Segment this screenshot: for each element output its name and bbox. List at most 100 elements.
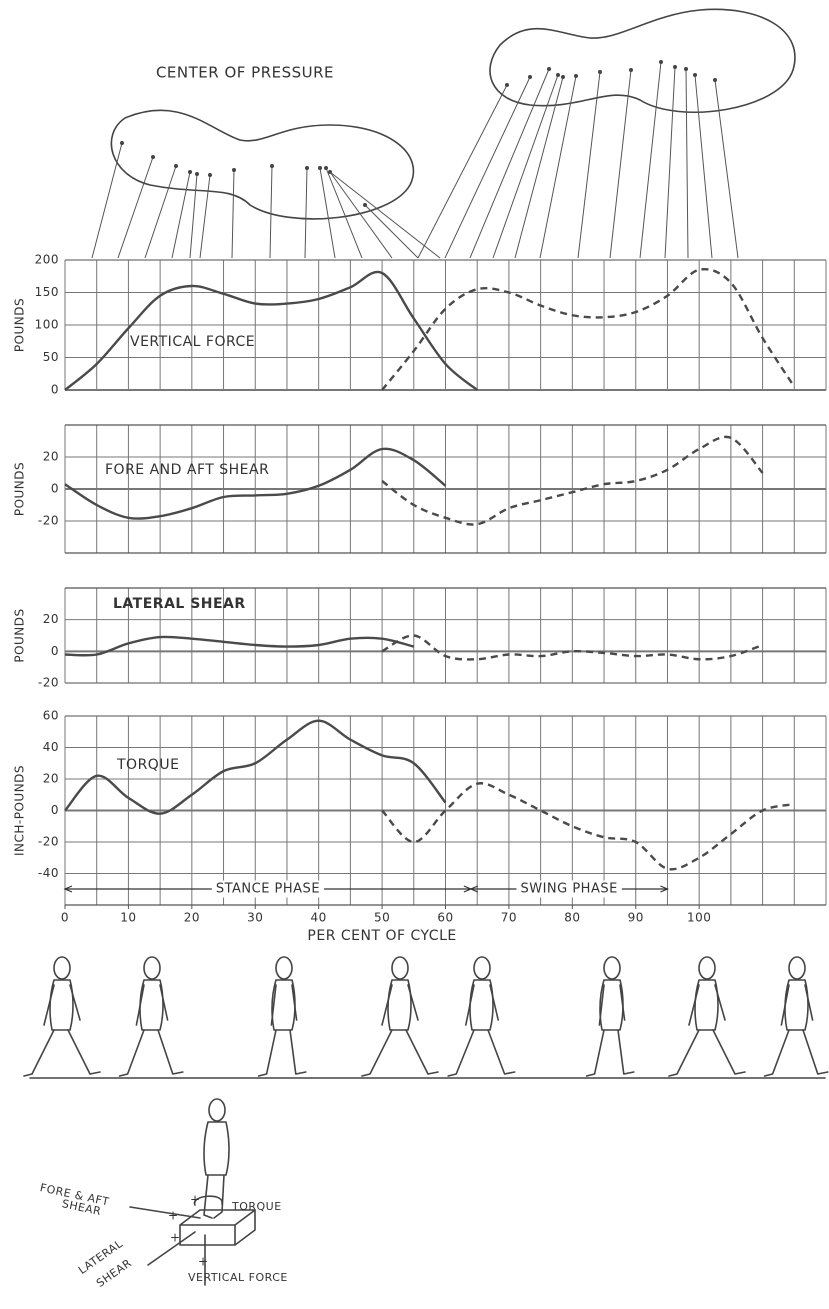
diagram-label: VERTICAL FORCE xyxy=(188,1271,288,1284)
pressure-point xyxy=(305,166,309,170)
pressure-point xyxy=(598,70,602,74)
pressure-line xyxy=(329,171,441,259)
walker-legs xyxy=(257,1029,307,1077)
phase-label-bg xyxy=(516,880,622,898)
x-tick-label: 90 xyxy=(628,911,644,925)
walker-arm xyxy=(270,984,298,1026)
walker-body xyxy=(271,979,296,1031)
phase-label: SWING PHASE xyxy=(520,882,617,897)
walker-legs xyxy=(118,1029,184,1077)
y-tick-label: 60 xyxy=(43,709,59,723)
pressure-point xyxy=(318,166,322,170)
pressure-point xyxy=(270,164,274,168)
right-foot-outline xyxy=(489,8,796,113)
y-axis-label: POUNDS xyxy=(13,462,27,516)
pressure-point xyxy=(195,172,199,176)
y-tick-label: 20 xyxy=(43,612,59,626)
pressure-point xyxy=(574,74,578,78)
left-foot-outline xyxy=(110,109,415,220)
footprints xyxy=(110,8,796,220)
walker-legs xyxy=(447,1029,516,1077)
chart-title: TORQUE xyxy=(116,757,179,773)
fore-aft-arrow xyxy=(129,1206,201,1219)
pressure-point xyxy=(363,203,367,207)
pressure-line xyxy=(539,75,577,259)
torque-arrow xyxy=(194,1195,223,1206)
pressure-line xyxy=(694,74,713,259)
data-line xyxy=(64,447,447,520)
figure-body xyxy=(203,1121,230,1219)
force-plate xyxy=(179,1209,256,1246)
data-line xyxy=(381,268,796,391)
walker-arm xyxy=(381,984,419,1026)
walker-head xyxy=(143,956,161,980)
walker-head xyxy=(391,956,409,980)
y-tick-label: 20 xyxy=(43,772,59,786)
walker-arm xyxy=(465,984,499,1026)
pressure-lines xyxy=(91,60,739,259)
pressure-line xyxy=(577,71,601,259)
pressure-line xyxy=(199,174,211,259)
x-tick-label: 30 xyxy=(247,911,263,925)
pressure-point xyxy=(713,78,717,82)
pressure-line xyxy=(144,165,177,259)
walker xyxy=(447,956,516,1077)
y-tick-label: 40 xyxy=(43,740,59,754)
pressure-point xyxy=(505,83,509,87)
data-line xyxy=(381,634,763,661)
pressure-line xyxy=(444,76,531,259)
lateral-arrow xyxy=(147,1231,196,1266)
pressure-line xyxy=(492,74,559,259)
pressure-point xyxy=(547,67,551,71)
walker-head xyxy=(53,956,71,980)
y-tick-label: 50 xyxy=(43,350,59,364)
y-axis-label: INCH-POUNDS xyxy=(13,765,27,856)
pressure-point xyxy=(659,60,663,64)
walker xyxy=(763,956,829,1077)
pressure-line xyxy=(231,169,235,259)
phase-label: STANCE PHASE xyxy=(216,882,320,897)
pressure-line xyxy=(639,61,662,259)
pressure-line xyxy=(364,204,419,259)
pressure-point xyxy=(151,155,155,159)
plus-sign: + xyxy=(168,1209,179,1223)
pressure-point xyxy=(561,75,565,79)
pressure-line xyxy=(685,68,689,259)
walker-head xyxy=(473,956,491,980)
pressure-line xyxy=(319,167,336,259)
y-tick-label: 100 xyxy=(35,318,59,332)
x-tick-label: 40 xyxy=(311,911,327,925)
pressure-line xyxy=(514,76,564,259)
walker-legs xyxy=(585,1029,635,1077)
chart-title: LATERAL SHEAR xyxy=(113,596,246,612)
walker-body xyxy=(599,979,624,1031)
x-tick-label: 60 xyxy=(437,911,453,925)
data-line xyxy=(381,782,795,871)
walker xyxy=(361,956,439,1077)
y-tick-label: -20 xyxy=(38,514,59,528)
x-tick-label: 80 xyxy=(564,911,580,925)
walker-head xyxy=(603,956,621,980)
pressure-point xyxy=(324,166,328,170)
pressure-point xyxy=(693,73,697,77)
center-of-pressure-title: CENTER OF PRESSURE xyxy=(156,64,334,82)
walker-head xyxy=(275,956,293,980)
pressure-point xyxy=(188,170,192,174)
walker-legs xyxy=(763,1029,829,1077)
y-tick-label: 0 xyxy=(51,803,59,817)
pressure-point xyxy=(629,68,633,72)
pressure-point xyxy=(673,65,677,69)
walker xyxy=(585,956,635,1077)
x-tick-label: 10 xyxy=(120,911,136,925)
chart-title: FORE AND AFT SHEAR xyxy=(105,462,269,478)
pressure-point xyxy=(232,168,236,172)
pressure-line xyxy=(714,79,739,259)
walker xyxy=(257,956,307,1077)
x-axis-label: PER CENT OF CYCLE xyxy=(307,928,456,944)
pressure-point xyxy=(174,164,178,168)
phase-label-bg xyxy=(211,880,325,898)
y-tick-label: 0 xyxy=(51,644,59,658)
walker-arm xyxy=(780,984,814,1026)
force-diagram: + + + + FORE & AFT SHEAR TORQUE LATERAL … xyxy=(39,1098,288,1290)
